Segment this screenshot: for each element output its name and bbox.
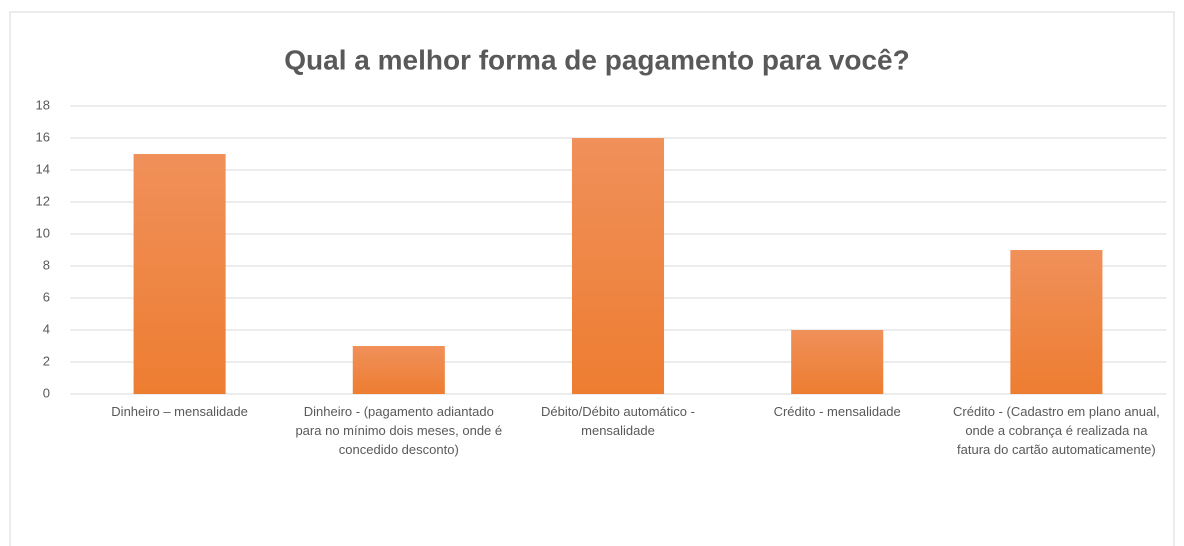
bar: [1010, 250, 1103, 394]
bar: [571, 138, 665, 394]
y-tick-label: 6: [43, 289, 50, 304]
bar: [133, 154, 226, 394]
x-tick-label: Crédito - mensalidade: [773, 404, 901, 419]
x-tick-label: Dinheiro – mensalidade: [111, 404, 248, 419]
y-tick-label: 2: [43, 353, 50, 368]
y-tick-label: 14: [36, 161, 50, 176]
x-tick-label: Crédito - (Cadastro em plano anual, onde…: [953, 404, 1160, 457]
x-tick-label: Débito/Débito automático - mensalidade: [541, 404, 695, 438]
y-tick-label: 12: [36, 193, 50, 208]
y-tick-label: 0: [43, 385, 50, 400]
x-tick-label: Dinheiro - (pagamento adiantado para no …: [295, 404, 503, 457]
y-tick-label: 16: [36, 129, 50, 144]
chart-frame: [9, 11, 1175, 546]
y-tick-label: 8: [43, 257, 50, 272]
y-tick-label: 10: [36, 225, 50, 240]
bar: [352, 346, 445, 394]
chart-title: Qual a melhor forma de pagamento para vo…: [284, 44, 910, 75]
bar: [791, 330, 884, 394]
y-tick-label: 4: [43, 321, 50, 336]
y-tick-label: 18: [36, 97, 50, 112]
